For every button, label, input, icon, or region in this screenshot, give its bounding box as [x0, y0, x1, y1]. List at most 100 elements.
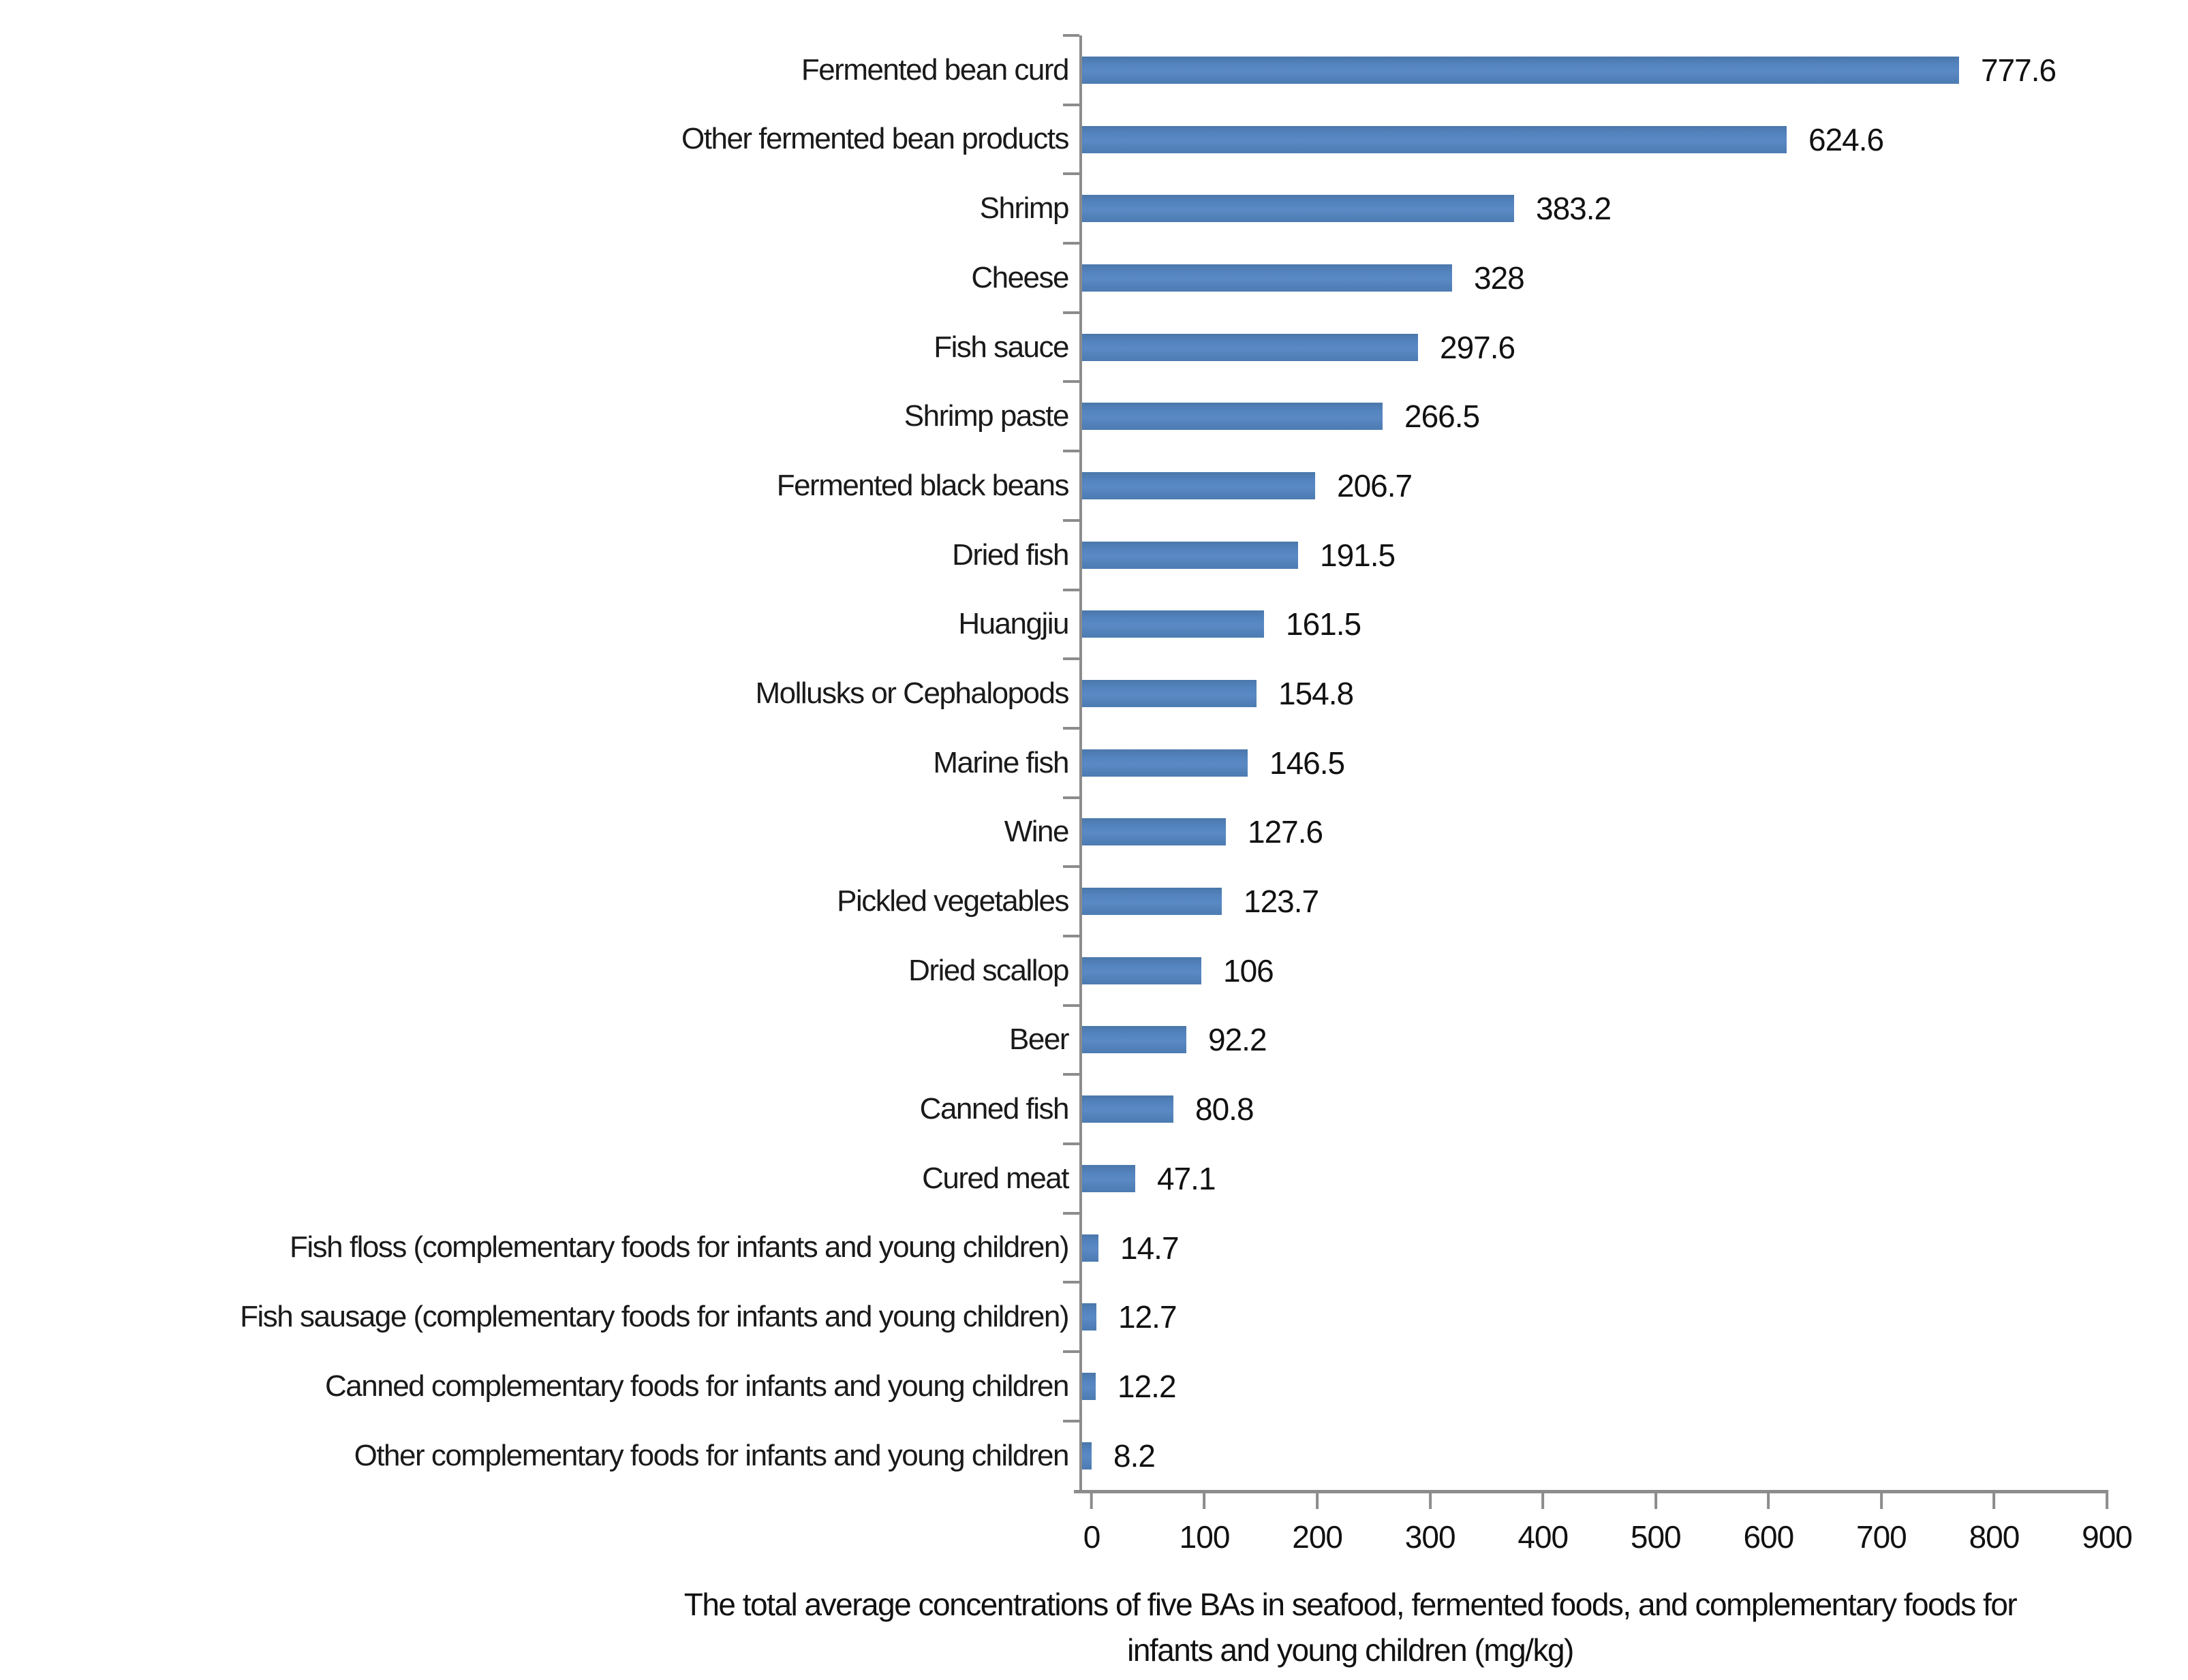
value-label: 297.6	[1440, 329, 1515, 365]
bar-track: 80.8	[1063, 1073, 2097, 1144]
category-label: Cheese	[971, 260, 1069, 294]
x-axis-line	[1074, 1490, 2108, 1493]
value-label: 146.5	[1269, 745, 1345, 781]
x-axis-tick: 500	[1631, 1490, 1682, 1555]
x-axis-tick-mark	[1090, 1490, 1093, 1509]
x-axis-tick: 0	[1083, 1490, 1100, 1555]
bar	[1082, 403, 1383, 431]
value-label: 191.5	[1320, 537, 1396, 573]
category-label: Cured meat	[922, 1161, 1069, 1195]
bar	[1082, 1303, 1096, 1331]
category-label: Fish sauce	[934, 330, 1069, 364]
bar	[1082, 56, 1959, 84]
value-label: 92.2	[1208, 1022, 1267, 1058]
category-label: Wine	[1004, 815, 1070, 849]
value-label: 624.6	[1808, 121, 1884, 157]
bar	[1082, 195, 1514, 223]
value-label: 80.8	[1195, 1091, 1254, 1127]
x-axis-tick-label: 600	[1743, 1519, 1794, 1555]
bar-track: 297.6	[1063, 311, 2097, 382]
x-axis: 0 100 200 300 400 500 600 700 800 900	[1083, 1490, 2133, 1572]
bar-row: Wine 127.6	[0, 796, 2188, 867]
x-axis-tick-label: 100	[1179, 1519, 1231, 1555]
x-axis-tick-mark	[1767, 1490, 1770, 1509]
x-axis-tick: 300	[1404, 1490, 1456, 1555]
value-label: 8.2	[1113, 1437, 1156, 1474]
bar	[1082, 1442, 1092, 1469]
x-axis-tick-mark	[1203, 1490, 1206, 1509]
bar-track: 12.2	[1063, 1350, 2097, 1421]
x-axis-tick: 400	[1517, 1490, 1569, 1555]
category-label: Beer	[1009, 1023, 1069, 1057]
bar-track: 92.2	[1063, 1004, 2097, 1075]
x-axis-tick-label: 400	[1517, 1519, 1569, 1555]
bar	[1082, 610, 1264, 638]
bar-track: 123.7	[1063, 865, 2097, 936]
bar	[1082, 680, 1257, 708]
value-label: 383.2	[1536, 191, 1612, 227]
bar-row: Pickled vegetables 123.7	[0, 865, 2188, 936]
bar-row: Fish sauce 297.6	[0, 311, 2188, 382]
bar-row: Mollusks or Cephalopods 154.8	[0, 657, 2188, 728]
x-axis-tick: 800	[1969, 1490, 2020, 1555]
x-axis-tick-label: 300	[1404, 1519, 1456, 1555]
bar-row: Other fermented bean products 624.6	[0, 103, 2188, 174]
bar-row: Other complementary foods for infants an…	[0, 1419, 2188, 1491]
value-label: 161.5	[1286, 606, 1361, 642]
category-label: Mollusks or Cephalopods	[755, 676, 1069, 710]
x-axis-tick-label: 900	[2082, 1519, 2133, 1555]
value-label: 106	[1223, 952, 1274, 989]
x-axis-tick: 700	[1856, 1490, 1907, 1555]
bar-row: Fish floss (complementary foods for infa…	[0, 1211, 2188, 1283]
bar	[1082, 1164, 1135, 1192]
category-label: Other complementary foods for infants an…	[354, 1438, 1070, 1472]
category-label: Fish floss (complementary foods for infa…	[290, 1230, 1069, 1264]
value-label: 12.2	[1118, 1368, 1177, 1404]
category-label: Canned complementary foods for infants a…	[325, 1369, 1069, 1403]
x-axis-tick: 200	[1292, 1490, 1343, 1555]
x-axis-tick-label: 800	[1969, 1519, 2020, 1555]
category-label: Fish sausage (complementary foods for in…	[240, 1300, 1069, 1334]
bar-row: Beer 92.2	[0, 1004, 2188, 1075]
bar-track: 328	[1063, 242, 2097, 313]
value-label: 47.1	[1157, 1160, 1216, 1196]
bar-row: Cheese 328	[0, 242, 2188, 313]
bar	[1082, 956, 1201, 984]
bar	[1082, 818, 1226, 846]
value-label: 123.7	[1244, 884, 1319, 920]
bar-track: 14.7	[1063, 1211, 2097, 1283]
bar	[1082, 888, 1222, 916]
bar	[1082, 125, 1787, 153]
value-label: 206.7	[1337, 467, 1413, 503]
bar-row: Fish sausage (complementary foods for in…	[0, 1281, 2188, 1352]
axis-caption-line2: infants and young children (mg/kg)	[1127, 1632, 1574, 1668]
bar-rows: Fermented bean curd 777.6 Other fermented …	[0, 34, 2188, 1491]
bar-track: 47.1	[1063, 1142, 2097, 1213]
bar-track: 266.5	[1063, 380, 2097, 452]
x-axis-tick-label: 0	[1083, 1519, 1101, 1555]
bar-row: Canned fish 80.8	[0, 1073, 2188, 1144]
bar-row: Huangjiu 161.5	[0, 588, 2188, 659]
bar-row: Fermented bean curd 777.6	[0, 34, 2188, 105]
bar	[1082, 749, 1248, 777]
axis-caption-line1: The total average concentrations of five…	[683, 1587, 2018, 1622]
value-label: 777.6	[1981, 52, 2056, 88]
x-axis-tick-mark	[1879, 1490, 1883, 1509]
bar	[1082, 264, 1452, 292]
value-label: 266.5	[1404, 399, 1480, 435]
bar-track: 383.2	[1063, 172, 2097, 244]
category-label: Shrimp paste	[904, 399, 1070, 433]
bar-row: Dried scallop 106	[0, 934, 2188, 1006]
x-axis-tick-label: 200	[1292, 1519, 1343, 1555]
bar	[1082, 1234, 1098, 1262]
value-label: 12.7	[1118, 1299, 1177, 1335]
bar-track: 777.6	[1063, 34, 2097, 105]
bar-track: 8.2	[1063, 1419, 2097, 1491]
x-axis-tick-mark	[2106, 1490, 2108, 1509]
category-label: Fermented black beans	[776, 468, 1070, 502]
bar-row: Marine fish 146.5	[0, 726, 2188, 798]
bar-track: 206.7	[1063, 450, 2097, 520]
x-axis-tick: 100	[1180, 1490, 1230, 1555]
bar-track: 154.8	[1063, 657, 2097, 728]
category-label: Canned fish	[919, 1092, 1070, 1126]
